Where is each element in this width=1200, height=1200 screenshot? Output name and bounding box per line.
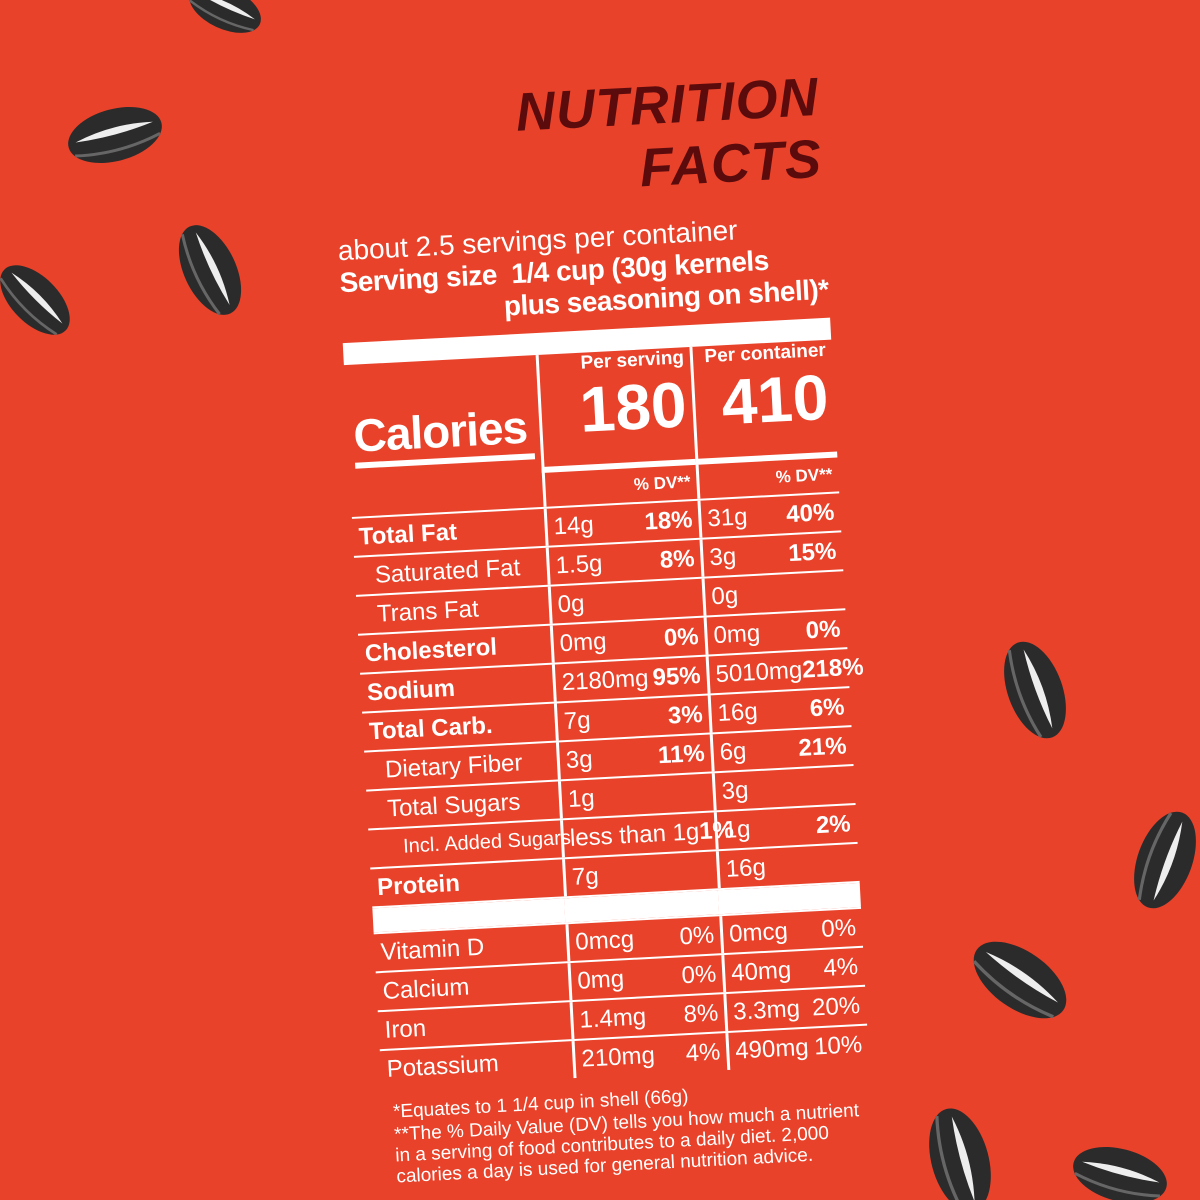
daily-value: 95% [651, 661, 702, 692]
calories-label: Calories [349, 355, 536, 469]
amount: 6g [718, 737, 748, 766]
amount: 7g [571, 862, 600, 891]
amount: 3g [565, 745, 594, 775]
calories-value: 180 [577, 368, 689, 446]
amount: 7g [563, 706, 592, 736]
daily-value: 0% [820, 914, 857, 943]
vitamin-rows: Vitamin D 0mcg 0% 0mcg 0% Calcium 0mg 0% 40mg 4% I… [373, 906, 870, 1089]
amount: 0mg [559, 627, 608, 658]
daily-value: 4% [685, 1038, 722, 1068]
value-cell: 40mg 4% [721, 947, 866, 993]
amount: less than 1g [569, 818, 700, 852]
amount: 31g [706, 503, 749, 533]
amount: 3g [721, 776, 750, 805]
calories-value: 410 [719, 360, 831, 439]
amount: 0mg [712, 619, 761, 650]
value-cell: 0g [701, 571, 846, 616]
value-cell: 1g 2% [713, 804, 858, 850]
value-cell: 210mg 4% [571, 1033, 728, 1079]
amount: 2180mg [561, 664, 650, 697]
value-cell: 3.3mg 20% [723, 986, 868, 1032]
daily-value: 15% [787, 537, 838, 568]
amount: 0g [557, 589, 586, 619]
value-cell: 31g 40% [697, 493, 842, 538]
daily-value: 0% [680, 960, 717, 990]
value-cell: 490mg 10% [725, 1025, 870, 1071]
value-cell: 5010mg 218% [705, 649, 864, 694]
amount: 1g [567, 784, 596, 813]
amount: 1.4mg [578, 1003, 647, 1034]
daily-value: 3% [667, 700, 704, 730]
nutrient-rows: Total Fat 14g 18% 31g 40% Saturated Fat 1.5g 8%… [351, 491, 864, 907]
amount: 490mg [734, 1033, 810, 1065]
amount: 0mcg [728, 917, 789, 948]
amount: 3.3mg [732, 995, 801, 1026]
amount: 0mg [576, 965, 625, 995]
value-cell: 3g [711, 766, 856, 811]
amount: 16g [716, 697, 759, 728]
amount: 0mcg [574, 925, 635, 956]
amount: 40mg [730, 956, 792, 987]
amount: 0g [710, 581, 739, 611]
nutrition-label: NUTRITION FACTS about 2.5 servings per c… [330, 66, 875, 1190]
daily-value: 6% [809, 693, 846, 723]
amount: 3g [708, 542, 737, 572]
value-cell: 3g 15% [699, 532, 844, 577]
daily-value: 18% [643, 506, 694, 536]
daily-value: 4% [822, 953, 859, 982]
daily-value: 20% [811, 992, 861, 1022]
daily-value: 0% [663, 622, 700, 652]
value-cell: 6g 21% [709, 727, 854, 772]
amount: 1.5g [554, 549, 604, 580]
amount: 16g [725, 853, 767, 883]
daily-value: 0% [805, 615, 842, 645]
daily-value: 40% [785, 498, 835, 529]
value-cell: 16g [715, 843, 860, 889]
daily-value: 2% [815, 810, 852, 840]
value-cell: 0mg 0% [703, 610, 848, 655]
nutrient-name: Potassium [386, 1050, 500, 1083]
daily-value: 10% [813, 1030, 863, 1061]
value-cell: 0mcg 0% [719, 908, 863, 954]
title: NUTRITION FACTS [514, 66, 824, 199]
amount: 210mg [580, 1041, 656, 1073]
daily-value: 11% [657, 739, 706, 770]
amount: 14g [552, 511, 595, 541]
amount: 1g [723, 815, 752, 844]
daily-value: 218% [801, 653, 865, 684]
daily-value: 21% [797, 732, 848, 762]
daily-value: 8% [659, 545, 696, 574]
value-cell: 16g 6% [707, 688, 852, 733]
daily-value: 0% [678, 921, 715, 951]
amount: 5010mg [714, 656, 803, 689]
daily-value: 8% [682, 999, 720, 1029]
